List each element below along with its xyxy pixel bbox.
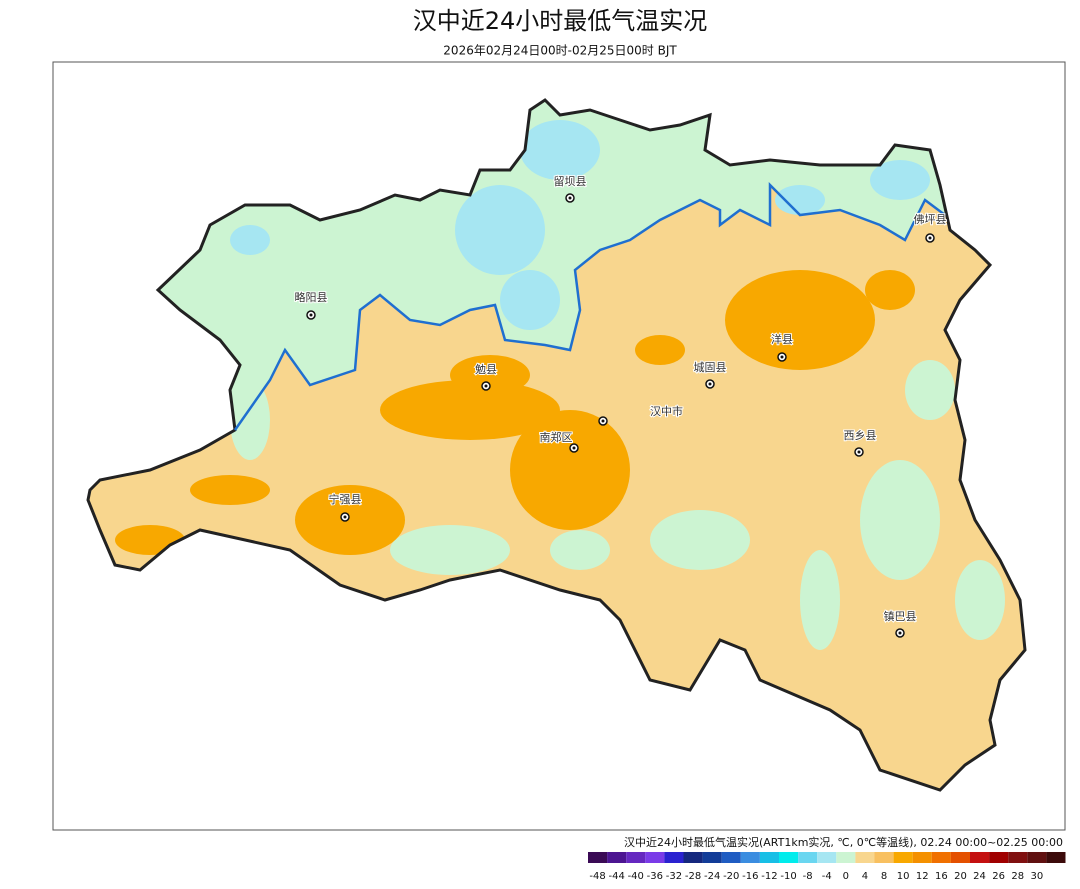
legend-tick-label: -20 — [723, 871, 739, 882]
city-label: 南郑区 — [540, 430, 573, 444]
city-label: 佛坪县 — [914, 213, 947, 226]
legend-swatch — [970, 852, 990, 863]
legend-tick-label: -4 — [822, 871, 832, 882]
legend-swatch — [740, 852, 760, 863]
legend-swatch — [874, 852, 894, 863]
legend-swatch — [989, 852, 1009, 863]
city-label: 洋县 — [771, 332, 793, 346]
legend-tick-label: 8 — [881, 871, 887, 882]
city-label: 城固县 — [694, 361, 727, 374]
warm-side-cold-patches — [230, 360, 1005, 650]
city-label: 宁强县 — [329, 492, 362, 506]
city-dot — [898, 631, 902, 635]
legend-swatch — [912, 852, 932, 863]
city-dot — [309, 313, 313, 317]
legend-tick-label: 20 — [954, 871, 967, 882]
legend-swatch — [588, 852, 608, 863]
legend-swatch — [607, 852, 627, 863]
legend-tick-label: 4 — [862, 871, 868, 882]
legend-tick-label: 0 — [843, 871, 849, 882]
legend-tick-label: -40 — [628, 871, 644, 882]
legend-tick-label: -48 — [589, 871, 605, 882]
legend: -48 -44 -40 -36 -32 -28 -24 -20 -16 -12 -10 -8 -4 0 4 8… — [588, 852, 1066, 882]
legend-tick-label: 16 — [935, 871, 948, 882]
map-subtitle: 2026年02月24日00时-02月25日00时 BJT — [443, 44, 677, 58]
legend-tick-label: -10 — [780, 871, 796, 882]
city-dot — [568, 196, 572, 200]
legend-swatch — [855, 852, 875, 863]
legend-swatch — [1046, 852, 1066, 863]
city-dot — [780, 355, 784, 359]
legend-tick-label: -8 — [803, 871, 813, 882]
legend-tick-label: 12 — [916, 871, 929, 882]
city-dot — [343, 515, 347, 519]
city-label: 留坝县 — [554, 174, 587, 188]
legend-swatch — [702, 852, 722, 863]
legend-swatch — [759, 852, 779, 863]
zero-isotherm — [233, 181, 946, 431]
legend-swatch — [836, 852, 856, 863]
legend-tick-label: -24 — [704, 871, 720, 882]
city-dot — [572, 446, 576, 450]
city-dot — [708, 382, 712, 386]
legend-swatch — [645, 852, 665, 863]
legend-swatch — [950, 852, 970, 863]
warm-patches — [115, 270, 915, 555]
legend-swatch — [779, 852, 799, 863]
city-label: 勉县 — [475, 362, 497, 376]
city-dot — [928, 236, 932, 240]
legend-swatch — [893, 852, 913, 863]
city-dot — [484, 384, 488, 388]
city-label: 镇巴县 — [884, 609, 917, 623]
city-label: 汉中市 — [650, 404, 683, 418]
cold-patches — [230, 120, 930, 330]
legend-tick-label: -44 — [608, 871, 624, 882]
legend-swatch — [1008, 852, 1028, 863]
legend-swatch — [683, 852, 703, 863]
city-dot — [601, 419, 605, 423]
legend-tick-label: 24 — [973, 871, 986, 882]
map-title: 汉中近24小时最低气温实况 — [413, 7, 708, 35]
legend-tick-label: -16 — [742, 871, 758, 882]
legend-swatch — [817, 852, 837, 863]
legend-tick-label: 26 — [992, 871, 1005, 882]
legend-swatch — [626, 852, 646, 863]
legend-tick-label: -36 — [647, 871, 663, 882]
legend-swatch — [721, 852, 741, 863]
city-dot — [857, 450, 861, 454]
legend-tick-label: 30 — [1030, 871, 1043, 882]
legend-tick-label: -32 — [666, 871, 682, 882]
legend-tick-label: 28 — [1011, 871, 1024, 882]
legend-swatch — [798, 852, 818, 863]
legend-tick-label: 10 — [897, 871, 910, 882]
map-frame — [52, 61, 1066, 831]
legend-swatch — [1027, 852, 1047, 863]
legend-caption: 汉中近24小时最低气温实况(ART1km实况, ℃, 0℃等温线), 02.24… — [624, 835, 1063, 849]
legend-tick-label: -12 — [761, 871, 777, 882]
legend-swatch — [664, 852, 684, 863]
legend-swatch — [931, 852, 951, 863]
legend-tick-label: -28 — [685, 871, 701, 882]
city-label: 西乡县 — [844, 429, 877, 442]
city-label: 略阳县 — [295, 290, 328, 304]
